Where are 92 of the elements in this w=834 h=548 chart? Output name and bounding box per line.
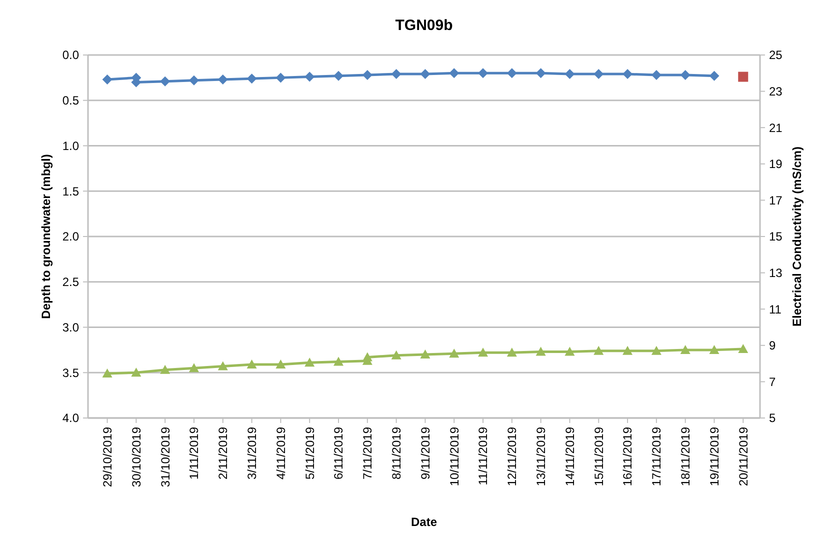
point <box>188 75 199 86</box>
y-tick-label: 1.0 <box>62 138 80 153</box>
x-tick-label: 9/11/2019 <box>418 426 432 480</box>
x-tick-label: 3/11/2019 <box>244 426 259 480</box>
x-tick-label: 1/11/2019 <box>187 426 202 480</box>
point <box>738 72 748 82</box>
x-tick-label: 12/11/2019 <box>505 426 520 486</box>
x-tick-label: 31/10/2019 <box>158 426 172 488</box>
y-axis-title: Depth to groundwater (mbgl) <box>39 154 53 319</box>
point <box>709 344 720 354</box>
point <box>594 69 604 80</box>
point <box>131 368 142 377</box>
point <box>709 70 720 81</box>
x-tick-label: 5/11/2019 <box>302 426 317 480</box>
point <box>536 346 546 356</box>
x-tick-label: 4/11/2019 <box>274 426 288 480</box>
point <box>304 72 315 82</box>
x-tick-label: 10/11/2019 <box>447 426 462 486</box>
y2-tick-label: 15 <box>769 230 783 244</box>
point <box>160 76 170 86</box>
point <box>333 70 344 81</box>
point <box>304 358 315 367</box>
point <box>651 70 662 80</box>
point <box>478 68 488 78</box>
x-tick-label: 13/11/2019 <box>534 426 548 486</box>
y-tick-label: 1.5 <box>62 184 80 198</box>
x-tick-label: 20/11/2019 <box>736 426 750 486</box>
point <box>246 74 257 84</box>
point <box>246 359 257 368</box>
x-tick-label: 15/11/2019 <box>592 426 606 486</box>
x-tick-label: 30/10/2019 <box>129 426 144 488</box>
x-tick-label: 19/11/2019 <box>707 426 722 486</box>
y-tick-label: 3.0 <box>62 320 80 334</box>
point <box>680 344 690 354</box>
y2-tick-label: 19 <box>769 157 783 172</box>
point <box>449 348 460 358</box>
y2-tick-label: 25 <box>769 48 783 62</box>
y-tick-label: 2.5 <box>62 275 80 290</box>
x-tick-label: 17/11/2019 <box>650 426 664 486</box>
point <box>276 72 286 83</box>
y2-tick-label: 7 <box>769 374 776 389</box>
y-tick-label: 4.0 <box>62 411 80 426</box>
point <box>362 352 372 362</box>
point <box>160 364 170 374</box>
y2-tick-label: 5 <box>769 411 776 426</box>
y2-tick-label: 11 <box>769 302 782 316</box>
point <box>449 68 460 78</box>
point <box>391 69 402 80</box>
y2-tick-label: 21 <box>769 120 783 135</box>
point <box>362 70 372 80</box>
x-axis-title: Date <box>410 515 438 529</box>
chart-title: TGN09b <box>395 17 453 34</box>
point <box>594 346 604 355</box>
y-tick-label: 0.0 <box>62 48 80 62</box>
point <box>478 348 488 357</box>
x-tick-label: 7/11/2019 <box>360 426 375 480</box>
point <box>391 350 402 360</box>
x-tick-label: 18/11/2019 <box>678 426 693 486</box>
y-tick-label: 3.5 <box>62 366 80 380</box>
y2-tick-label: 17 <box>769 193 783 208</box>
point <box>536 68 546 78</box>
x-tick-label: 6/11/2019 <box>332 426 346 480</box>
point <box>622 346 633 355</box>
point <box>651 346 662 355</box>
point <box>680 70 690 80</box>
y-tick-label: 0.5 <box>62 94 80 108</box>
point <box>420 69 430 80</box>
point <box>506 348 517 357</box>
point <box>420 349 430 358</box>
point <box>333 356 344 366</box>
x-tick-label: 14/11/2019 <box>562 426 577 486</box>
point <box>276 359 286 368</box>
x-tick-label: 8/11/2019 <box>390 426 404 480</box>
y2-tick-label: 13 <box>769 266 783 280</box>
point <box>102 74 112 85</box>
x-tick-label: 29/10/2019 <box>100 426 114 488</box>
point <box>188 363 199 372</box>
point <box>564 346 575 356</box>
x-tick-label: 11/11/2019 <box>476 426 490 486</box>
point <box>506 68 517 78</box>
x-tick-label: 16/11/2019 <box>620 426 635 486</box>
point <box>218 361 228 370</box>
y-tick-label: 2.0 <box>62 230 80 244</box>
point <box>738 344 748 354</box>
y2-tick-label: 23 <box>769 84 783 98</box>
y2-axis-title: Electrical Conductivity (mS/cm) <box>790 146 804 327</box>
x-tick-label: 2/11/2019 <box>216 426 230 480</box>
point <box>102 368 112 378</box>
point <box>218 74 228 85</box>
y2-tick-label: 9 <box>769 338 776 353</box>
point <box>564 69 575 80</box>
point <box>622 69 633 80</box>
